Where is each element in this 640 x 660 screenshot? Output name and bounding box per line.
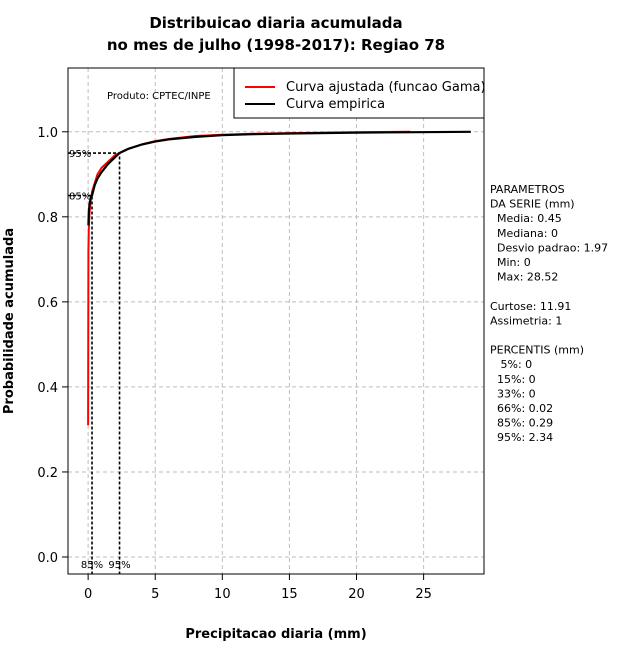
legend: Curva ajustada (funcao Gama) Curva empir… <box>233 67 486 119</box>
stats-panel: PARAMETROS DA SERIE (mm) Media: 0.45 Medi… <box>490 183 608 444</box>
legend-label-fitted: Curva ajustada (funcao Gama) <box>286 80 486 95</box>
x-tick-label: 10 <box>214 587 231 602</box>
stats-line: Desvio padrao: 1.97 <box>490 241 608 254</box>
reference-label-x: 95% <box>108 560 130 571</box>
stats-line: Media: 0.45 <box>490 212 562 225</box>
reference-label-y: 95% <box>69 149 91 160</box>
stats-line: DA SERIE (mm) <box>490 198 575 211</box>
stats-line: 33%: 0 <box>490 387 536 400</box>
stats-line: Curtose: 11.91 <box>490 300 571 313</box>
stats-line: 95%: 2.34 <box>490 431 553 444</box>
stats-line: PERCENTIS (mm) <box>490 344 584 357</box>
stats-line: PARAMETROS <box>490 183 565 196</box>
y-tick-label: 0.2 <box>37 466 58 481</box>
stats-line: 5%: 0 <box>490 358 532 371</box>
chart-title-line-1: Distribuicao diaria acumulada <box>149 14 402 32</box>
x-tick-label: 20 <box>348 587 365 602</box>
stats-line: Min: 0 <box>490 256 531 269</box>
stats-line: 85%: 0.29 <box>490 417 553 430</box>
series-layer <box>87 130 471 426</box>
y-tick-label: 0.6 <box>37 296 58 311</box>
y-tick-label: 0.0 <box>37 551 58 566</box>
stats-line: Mediana: 0 <box>490 227 558 240</box>
stats-line: 66%: 0.02 <box>490 402 553 415</box>
x-axis-label: Precipitacao diaria (mm) <box>185 627 366 642</box>
x-tick-label: 15 <box>281 587 298 602</box>
x-tick-label: 0 <box>84 587 92 602</box>
stats-line: 15%: 0 <box>490 373 536 386</box>
y-axis-label: Probabilidade acumulada <box>2 228 17 414</box>
y-tick-label: 0.4 <box>37 381 58 396</box>
reference-lines: 85% 85% 95% 95% <box>68 149 131 574</box>
reference-label-y: 85% <box>69 192 91 203</box>
stats-line: Assimetria: 1 <box>490 314 562 327</box>
chart-title-line-2: no mes de julho (1998-2017): Regiao 78 <box>107 36 445 54</box>
plot-frame <box>67 67 485 575</box>
reference-label-x: 85% <box>81 560 103 571</box>
reference-line <box>68 152 121 574</box>
x-tick-label: 25 <box>415 587 432 602</box>
y-tick-label: 0.8 <box>37 211 58 226</box>
stats-line: Max: 28.52 <box>490 271 558 284</box>
y-tick-label: 1.0 <box>37 126 58 141</box>
x-tick-label: 5 <box>151 587 159 602</box>
credit-text: Produto: CPTEC/INPE <box>107 91 211 102</box>
legend-label-empirical: Curva empirica <box>286 97 385 112</box>
legend-box <box>233 67 485 119</box>
reference-line <box>68 194 93 574</box>
empirical-curve <box>87 130 471 226</box>
grid-layer <box>68 68 484 574</box>
axis-ticks: 0 5 10 15 20 25 0.0 0.2 0.4 0.6 0.8 1.0 <box>37 126 432 602</box>
fitted-gamma-curve <box>87 130 411 426</box>
